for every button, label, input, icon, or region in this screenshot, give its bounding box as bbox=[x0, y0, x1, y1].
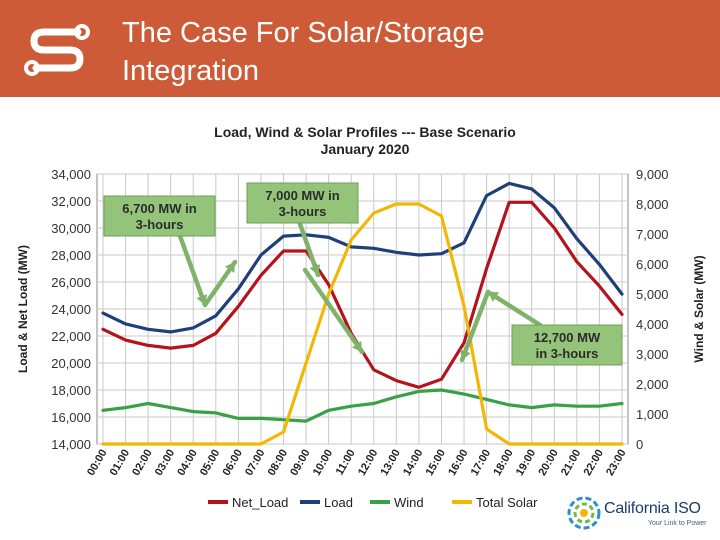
annotation-arrow bbox=[302, 267, 365, 355]
annotation-box bbox=[103, 195, 216, 237]
series-line-load bbox=[101, 181, 624, 334]
org-name: California ISO bbox=[604, 500, 701, 517]
left-tick-label: 18,000 bbox=[51, 383, 91, 398]
left-tick-label: 24,000 bbox=[51, 302, 91, 317]
load-profile-chart: Load, Wind & Solar Profiles --- Base Sce… bbox=[16, 124, 706, 510]
right-tick-label: 0 bbox=[636, 437, 643, 452]
left-tick-label: 16,000 bbox=[51, 410, 91, 425]
annotation-text-line-1: 6,700 MW in bbox=[122, 201, 196, 216]
left-tick-label: 20,000 bbox=[51, 356, 91, 371]
x-tick-label: 00:00 bbox=[85, 448, 109, 478]
annotation-arrow bbox=[485, 289, 543, 328]
right-tick-label: 7,000 bbox=[636, 227, 669, 242]
annotation-arrowhead bbox=[488, 292, 499, 302]
x-tick-label: 23:00 bbox=[604, 448, 628, 478]
left-tick-label: 32,000 bbox=[51, 194, 91, 209]
x-tick-label: 06:00 bbox=[221, 448, 245, 478]
annotation-box bbox=[246, 182, 359, 224]
left-tick-label: 28,000 bbox=[51, 248, 91, 263]
annotation-arrowhead bbox=[460, 349, 471, 360]
x-tick-label: 04:00 bbox=[175, 448, 199, 478]
annotation-text-line-2: in 3-hours bbox=[536, 346, 599, 361]
x-tick-label: 05:00 bbox=[198, 448, 222, 478]
left-tick-label: 34,000 bbox=[51, 167, 91, 182]
annotation-arrowhead bbox=[351, 341, 362, 352]
left-tick-label: 14,000 bbox=[51, 437, 91, 452]
series-line-total-solar bbox=[101, 202, 624, 446]
x-tick-label: 16:00 bbox=[446, 448, 470, 478]
x-tick-label: 18:00 bbox=[491, 448, 515, 478]
slide-header bbox=[0, 0, 720, 97]
chart-subtitle: January 2020 bbox=[321, 141, 410, 157]
org-tagline: Your Link to Power bbox=[648, 520, 707, 527]
x-tick-label: 13:00 bbox=[378, 448, 402, 478]
series-line-wind bbox=[101, 388, 624, 423]
annotation-arrow bbox=[177, 233, 208, 308]
right-tick-label: 3,000 bbox=[636, 347, 669, 362]
x-tick-label: 07:00 bbox=[243, 448, 267, 478]
chart-title: Load, Wind & Solar Profiles --- Base Sce… bbox=[214, 124, 516, 140]
legend-label: Wind bbox=[394, 495, 424, 510]
left-tick-label: 22,000 bbox=[51, 329, 91, 344]
x-tick-label: 15:00 bbox=[424, 448, 448, 478]
left-tick-label: 26,000 bbox=[51, 275, 91, 290]
california-iso-logo-icon bbox=[567, 496, 601, 530]
x-tick-label: 09:00 bbox=[288, 448, 312, 478]
x-tick-label: 12:00 bbox=[356, 448, 380, 478]
right-tick-label: 6,000 bbox=[636, 257, 669, 272]
chart-legend: Net_Load Load Wind Total Solar bbox=[208, 495, 538, 510]
x-tick-label: 14:00 bbox=[401, 448, 425, 478]
annotation-arrow bbox=[459, 289, 491, 363]
x-tick-label: 03:00 bbox=[153, 448, 177, 478]
x-tick-label: 20:00 bbox=[536, 448, 560, 478]
left-tick-label: 30,000 bbox=[51, 221, 91, 236]
slide-title-line-1: The Case For Solar/Storage bbox=[122, 17, 485, 49]
stylized-s-icon bbox=[24, 24, 90, 76]
slide-title: The Case For Solar/Storage Integration bbox=[122, 14, 702, 90]
annotation-box bbox=[511, 324, 623, 366]
x-tick-label: 19:00 bbox=[514, 448, 538, 478]
annotation-arrowhead bbox=[309, 264, 321, 275]
x-tick-label: 21:00 bbox=[559, 448, 583, 478]
y-axis-left-title: Load & Net Load (MW) bbox=[16, 245, 30, 373]
annotation-text-line-1: 7,000 MW in bbox=[265, 188, 339, 203]
right-tick-label: 8,000 bbox=[636, 197, 669, 212]
x-tick-label: 02:00 bbox=[130, 448, 154, 478]
x-tick-label: 10:00 bbox=[311, 448, 335, 478]
annotation-text-line-1: 12,700 MW bbox=[534, 330, 601, 345]
legend-label: Load bbox=[324, 495, 353, 510]
legend-label: Net_Load bbox=[232, 495, 288, 510]
annotation-arrowhead bbox=[224, 262, 235, 273]
x-tick-label: 11:00 bbox=[334, 448, 358, 478]
slide-title-line-2: Integration bbox=[122, 55, 260, 87]
x-tick-label: 01:00 bbox=[108, 448, 132, 478]
right-tick-label: 5,000 bbox=[636, 287, 669, 302]
right-tick-label: 9,000 bbox=[636, 167, 669, 182]
right-tick-label: 1,000 bbox=[636, 407, 669, 422]
right-tick-label: 2,000 bbox=[636, 377, 669, 392]
y-axis-right-title: Wind & Solar (MW) bbox=[692, 255, 706, 362]
annotation-text-line-2: 3-hours bbox=[279, 204, 327, 219]
x-tick-label: 08:00 bbox=[266, 448, 290, 478]
x-tick-label: 22:00 bbox=[582, 448, 606, 478]
x-tick-label: 17:00 bbox=[469, 448, 493, 478]
annotation-text-line-2: 3-hours bbox=[136, 217, 184, 232]
legend-label: Total Solar bbox=[476, 495, 538, 510]
right-tick-label: 4,000 bbox=[636, 317, 669, 332]
chart-series bbox=[101, 181, 624, 446]
